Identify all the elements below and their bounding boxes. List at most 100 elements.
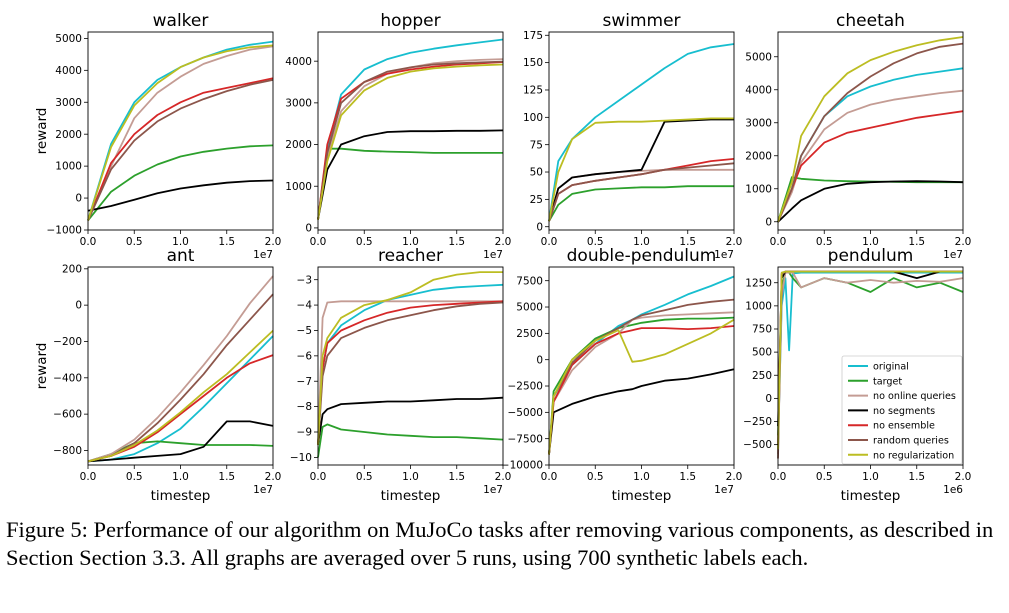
chart-title: reacher bbox=[378, 246, 443, 266]
y-tick-label: 3000 bbox=[55, 97, 82, 109]
panel-cheetah: 0.0 0.5 1.0 1.5 2.0 0 1000 2000 3000 4000 5000 chee… bbox=[745, 11, 971, 261]
series-line-no-regularization bbox=[87, 329, 274, 463]
series-line-no-segments bbox=[548, 368, 735, 455]
panel-double-pendulum: 0.0 0.5 1.0 1.5 2.0 −10000 −7500 −5000 −2500 0 250… bbox=[501, 246, 743, 504]
x-tick-label: 1.5 bbox=[448, 471, 465, 483]
y-tick-label: −10000 bbox=[501, 460, 543, 472]
series-line-target bbox=[87, 144, 274, 221]
series-line-original bbox=[548, 43, 735, 222]
y-tick-label: −600 bbox=[53, 409, 82, 421]
series-line-no-segments bbox=[548, 118, 734, 222]
panel-ant: 0.0 0.5 1.0 1.5 2.0 −800 −600 −400 −200 0 200 ant 1e… bbox=[34, 246, 281, 504]
chart-title: hopper bbox=[380, 11, 440, 31]
y-tick-label: 7500 bbox=[516, 275, 543, 287]
y-tick-label: −4 bbox=[297, 300, 313, 312]
series-line-no-segments bbox=[87, 179, 274, 212]
series-line-no-segments bbox=[777, 180, 964, 223]
y-tick-label: 0 bbox=[75, 300, 82, 312]
figure-caption: Figure 5: Performance of our algorithm o… bbox=[6, 517, 994, 570]
series-line-no-ensemble bbox=[548, 325, 735, 455]
x-axis-label: timestep bbox=[381, 488, 441, 504]
y-tick-label: 5000 bbox=[516, 302, 543, 314]
y-tick-label: −400 bbox=[53, 372, 82, 384]
y-tick-label: −5 bbox=[297, 325, 312, 337]
x-tick-label: 0.5 bbox=[587, 471, 604, 483]
y-tick-label: −1000 bbox=[46, 225, 82, 237]
legend-box bbox=[841, 355, 963, 465]
series-line-random-queries bbox=[777, 42, 964, 223]
x-multiplier: 1e7 bbox=[943, 249, 963, 261]
y-tick-label: −2500 bbox=[507, 381, 543, 393]
x-tick-label: 1.0 bbox=[862, 236, 879, 248]
y-tick-label: 75 bbox=[530, 139, 543, 151]
chart-title: cheetah bbox=[836, 11, 905, 31]
x-multiplier: 1e6 bbox=[943, 484, 963, 496]
series-line-original bbox=[317, 283, 504, 445]
x-tick-label: 0.0 bbox=[770, 236, 787, 248]
y-tick-label: 200 bbox=[62, 263, 82, 275]
axes-frame bbox=[87, 31, 274, 231]
series-line-random-queries bbox=[317, 301, 504, 445]
legend-label: no ensemble bbox=[873, 421, 935, 432]
legend-label: no regularization bbox=[873, 450, 954, 461]
x-tick-label: 1.5 bbox=[218, 236, 235, 248]
series-line-no-regularization bbox=[777, 36, 964, 223]
y-tick-label: 125 bbox=[523, 85, 543, 97]
y-tick-label: −800 bbox=[53, 445, 82, 457]
series-line-no-regularization bbox=[548, 117, 734, 222]
chart-title: pendulum bbox=[828, 246, 914, 266]
series-line-random-queries bbox=[548, 162, 735, 222]
legend-label: no segments bbox=[873, 406, 935, 417]
series-line-no-segments bbox=[317, 129, 504, 220]
x-tick-label: 1.5 bbox=[448, 236, 465, 248]
x-tick-label: 0.0 bbox=[770, 471, 787, 483]
chart-title: ant bbox=[167, 246, 195, 266]
legend-label: random queries bbox=[873, 436, 949, 447]
series-lines bbox=[548, 275, 735, 455]
series-line-no-segments bbox=[317, 396, 504, 445]
y-tick-label: 500 bbox=[752, 347, 772, 359]
series-line-no-regularization bbox=[317, 271, 503, 445]
series-line-original bbox=[87, 40, 274, 221]
x-tick-label: 0.5 bbox=[126, 236, 143, 248]
series-line-no-online-queries bbox=[317, 58, 504, 220]
y-tick-label: 250 bbox=[752, 370, 772, 382]
y-tick-label: 1250 bbox=[745, 277, 772, 289]
x-multiplier: 1e7 bbox=[483, 484, 503, 496]
y-tick-label: −5000 bbox=[507, 407, 543, 419]
x-multiplier: 1e7 bbox=[714, 484, 734, 496]
y-tick-label: 25 bbox=[530, 194, 543, 206]
y-tick-label: 0 bbox=[75, 193, 82, 205]
series-line-random-queries bbox=[548, 298, 735, 455]
panel-swimmer: 0.0 0.5 1.0 1.5 2.0 0 25 50 75 100 125 150 175 swimme… bbox=[523, 11, 742, 261]
series-lines bbox=[317, 271, 504, 458]
x-tick-label: 2.0 bbox=[726, 236, 743, 248]
y-axis-label: reward bbox=[34, 108, 50, 155]
series-line-no-regularization bbox=[777, 270, 963, 450]
series-lines bbox=[317, 38, 504, 220]
x-tick-label: 0.0 bbox=[541, 471, 558, 483]
series-line-no-regularization bbox=[87, 44, 274, 221]
series-line-no-regularization bbox=[317, 63, 504, 220]
y-tick-label: −8 bbox=[297, 401, 312, 413]
y-tick-label: 2000 bbox=[745, 150, 772, 162]
series-line-random-queries bbox=[87, 79, 274, 221]
y-tick-label: 0 bbox=[765, 216, 772, 228]
x-tick-label: 0.5 bbox=[126, 471, 143, 483]
series-line-target bbox=[777, 176, 963, 223]
panel-reacher: 0.0 0.5 1.0 1.5 2.0 −10 −9 −8 −7 −6 −5 −4 −3 reacher 1… bbox=[290, 246, 512, 504]
series-line-random-queries bbox=[317, 60, 504, 220]
x-tick-label: 0.5 bbox=[356, 236, 373, 248]
y-tick-label: 0 bbox=[536, 221, 543, 233]
chart-title: swimmer bbox=[602, 11, 680, 31]
series-lines bbox=[777, 270, 964, 459]
y-tick-label: 0 bbox=[305, 223, 312, 235]
y-tick-label: 2000 bbox=[285, 139, 312, 151]
y-tick-label: 3000 bbox=[745, 117, 772, 129]
y-tick-label: 150 bbox=[523, 57, 543, 69]
x-tick-label: 1.0 bbox=[172, 471, 189, 483]
x-tick-label: 1.0 bbox=[402, 471, 419, 483]
x-axis-label: timestep bbox=[612, 488, 672, 504]
series-line-target bbox=[548, 185, 734, 222]
y-tick-label: 4000 bbox=[55, 65, 82, 77]
